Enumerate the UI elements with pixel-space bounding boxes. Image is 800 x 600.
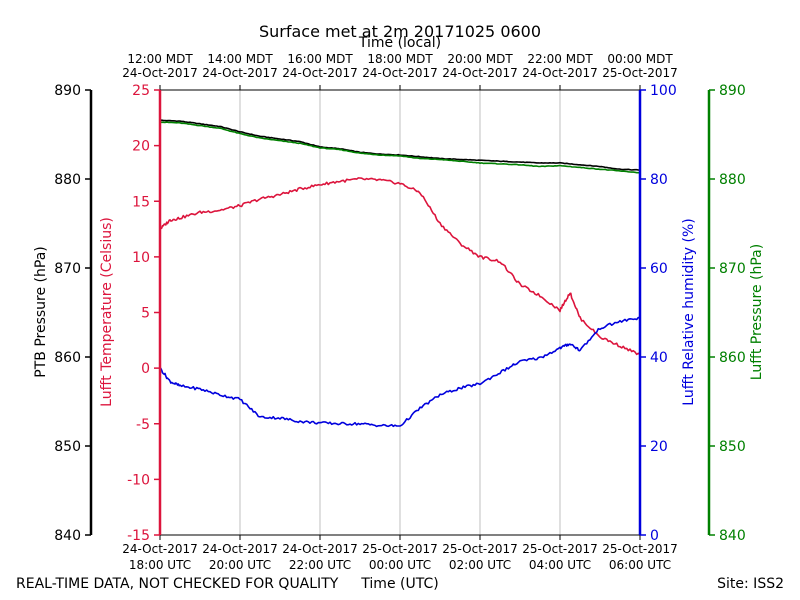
temperature-tick-label: 5 [141, 306, 150, 322]
temperature-tick-label: 25 [132, 83, 150, 99]
lufft-pressure-tick-label: 860 [719, 350, 746, 366]
temperature-tick-label: 20 [132, 139, 150, 155]
top-tick-label-time: 22:00 MDT [527, 52, 593, 66]
lufft-pressure-axis-label: Lufft Pressure (hPa) [749, 244, 765, 380]
top-tick-label-date: 24-Oct-2017 [122, 66, 198, 80]
humidity-tick-label: 20 [650, 439, 668, 455]
quality-disclaimer: REAL-TIME DATA, NOT CHECKED FOR QUALITY [16, 576, 339, 592]
temperature-tick-label: 15 [132, 194, 150, 210]
temperature-tick-label: -15 [127, 528, 150, 544]
bottom-tick-label-time: 22:00 UTC [289, 558, 351, 572]
top-tick-label-time: 12:00 MDT [127, 52, 193, 66]
top-tick-label-date: 24-Oct-2017 [282, 66, 358, 80]
ptb-pressure-tick-label: 860 [54, 350, 81, 366]
bottom-axis-label: Time (UTC) [360, 576, 438, 592]
lufft-pressure-tick-label: 870 [719, 261, 746, 277]
top-tick-label-time: 18:00 MDT [367, 52, 433, 66]
bottom-tick-label-date: 24-Oct-2017 [202, 542, 278, 556]
humidity-tick-label: 80 [650, 172, 668, 188]
bottom-tick-label-date: 25-Oct-2017 [362, 542, 438, 556]
lufft-pressure-tick-label: 840 [719, 528, 746, 544]
temperature-tick-label: 10 [132, 250, 150, 266]
bottom-tick-label-time: 06:00 UTC [609, 558, 671, 572]
top-tick-label-time: 14:00 MDT [207, 52, 273, 66]
series-line-lufft-pressure [160, 121, 641, 174]
top-tick-label-date: 24-Oct-2017 [442, 66, 518, 80]
bottom-tick-label-date: 24-Oct-2017 [122, 542, 198, 556]
ptb-pressure-axis-label: PTB Pressure (hPa) [33, 246, 49, 377]
humidity-tick-label: 40 [650, 350, 668, 366]
grid-lines [239, 90, 561, 535]
top-tick-label-date: 24-Oct-2017 [202, 66, 278, 80]
humidity-tick-label: 0 [650, 528, 659, 544]
top-tick-label-date: 24-Oct-2017 [362, 66, 438, 80]
lufft-pressure-tick-label: 890 [719, 83, 746, 99]
ptb-pressure-tick-label: 890 [54, 83, 81, 99]
bottom-tick-label-time: 18:00 UTC [129, 558, 191, 572]
lufft-pressure-tick-label: 850 [719, 439, 746, 455]
lufft-pressure-tick-label: 880 [719, 172, 746, 188]
site-label: Site: ISS2 [717, 576, 784, 592]
series-line-lufft-temperature [159, 177, 641, 356]
ptb-pressure-tick-label: 850 [54, 439, 81, 455]
chart-title: Surface met at 2m 20171025 0600 [259, 22, 541, 41]
ptb-pressure-tick-label: 840 [54, 528, 81, 544]
bottom-tick-label-date: 25-Oct-2017 [522, 542, 598, 556]
top-tick-label-time: 16:00 MDT [287, 52, 353, 66]
top-tick-label-date: 24-Oct-2017 [522, 66, 598, 80]
bottom-tick-label-date: 25-Oct-2017 [442, 542, 518, 556]
top-axis-label: Time (local) [358, 35, 441, 51]
humidity-tick-label: 100 [650, 83, 677, 99]
temperature-tick-label: 0 [141, 361, 150, 377]
humidity-tick-label: 60 [650, 261, 668, 277]
top-tick-label-time: 00:00 MDT [607, 52, 673, 66]
ptb-pressure-tick-label: 870 [54, 261, 81, 277]
bottom-tick-label-date: 25-Oct-2017 [602, 542, 678, 556]
ptb-pressure-tick-label: 880 [54, 172, 81, 188]
temperature-tick-label: -5 [136, 417, 150, 433]
temperature-axis-label: Lufft Temperature (Celsius) [99, 217, 115, 407]
bottom-tick-label-time: 00:00 UTC [369, 558, 431, 572]
series-line-lufft-relative-humidity [159, 316, 641, 428]
bottom-tick-label-time: 04:00 UTC [529, 558, 591, 572]
bottom-tick-label-time: 02:00 UTC [449, 558, 511, 572]
top-tick-label-time: 20:00 MDT [447, 52, 513, 66]
top-tick-label-date: 25-Oct-2017 [602, 66, 678, 80]
temperature-tick-label: -10 [127, 472, 150, 488]
bottom-tick-label-time: 20:00 UTC [209, 558, 271, 572]
bottom-tick-label-date: 24-Oct-2017 [282, 542, 358, 556]
humidity-axis-label: Lufft Relative humidity (%) [681, 218, 697, 405]
data-series [159, 119, 641, 428]
